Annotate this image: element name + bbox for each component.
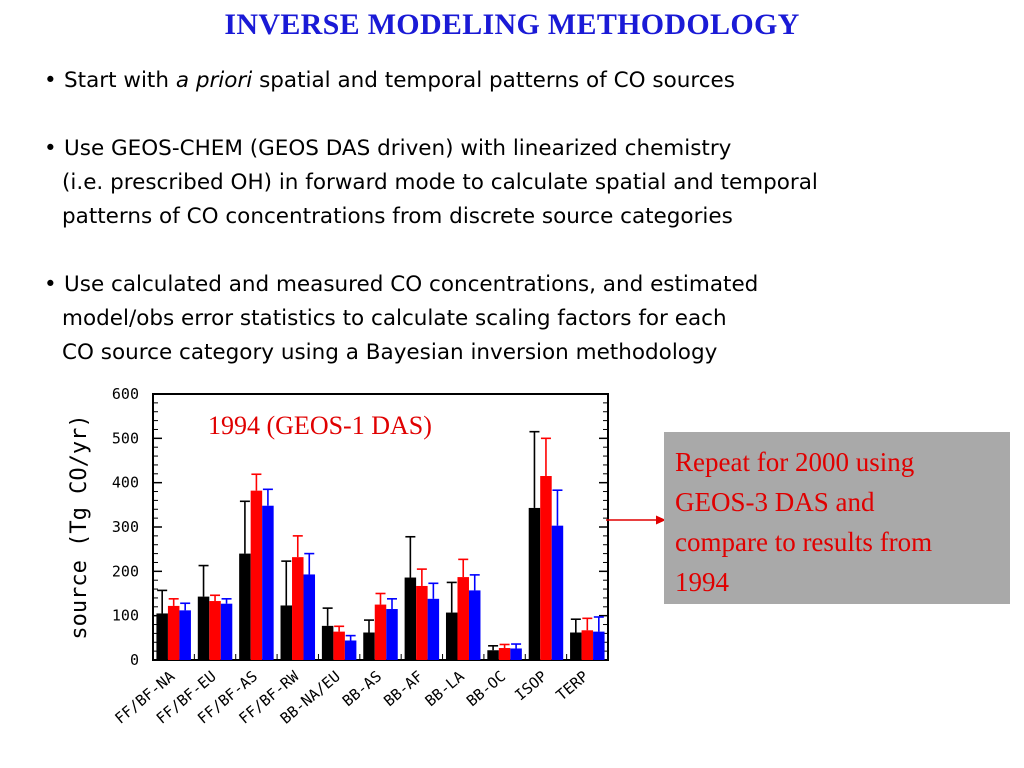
bar — [570, 632, 582, 660]
bar — [593, 631, 605, 660]
bullet-3-line-1: • Use calculated and measured CO concentr… — [44, 268, 758, 302]
bar — [220, 603, 233, 660]
y-tick-label: 200 — [112, 562, 139, 580]
bullet-item-3: • Use calculated and measured CO concentr… — [44, 268, 758, 370]
x-tick-label: ISOP — [511, 667, 550, 704]
x-tick-label: BB-AS — [339, 667, 385, 710]
y-tick-label: 500 — [112, 429, 139, 447]
bar — [416, 585, 428, 660]
bullet-2-line-1: • Use GEOS-CHEM (GEOS DAS driven) with li… — [44, 132, 818, 166]
bullet-1-text-post: spatial and temporal patterns of CO sour… — [252, 68, 735, 93]
x-tick-label: TERP — [553, 667, 592, 704]
bar — [468, 590, 481, 660]
repeat-line-4: 1994 — [675, 567, 729, 597]
bullet-symbol: • — [44, 136, 57, 161]
bullet-1-line-1: • Start with a priori spatial and tempora… — [44, 64, 735, 98]
bullet-3-line-2: model/obs error statistics to calculate … — [62, 306, 727, 331]
bar — [156, 613, 168, 660]
bar — [510, 648, 522, 660]
y-tick-label: 300 — [112, 518, 139, 536]
bar — [344, 640, 357, 660]
bar — [386, 609, 398, 660]
bullet-symbol: • — [44, 68, 57, 93]
bullet-item-2: • Use GEOS-CHEM (GEOS DAS driven) with li… — [44, 132, 818, 234]
x-tick-label: BB-LA — [422, 667, 468, 710]
bar — [374, 604, 387, 660]
bar — [363, 632, 375, 660]
bar — [333, 631, 345, 660]
slide-title: INVERSE MODELING METHODOLOGY — [224, 8, 800, 41]
bar — [179, 610, 191, 660]
bar — [167, 605, 180, 660]
co-source-bar-chart: 0 100 200 300 400 500 600 source (Tg CO/yr) 1994… — [60, 376, 620, 764]
bar — [209, 601, 221, 660]
bar — [321, 625, 334, 660]
bullet-item-1: • Start with a priori spatial and tempora… — [44, 64, 735, 98]
y-tick-label: 100 — [112, 607, 139, 625]
bar — [404, 577, 417, 660]
y-tick-label: 600 — [112, 385, 139, 403]
bar — [487, 650, 499, 660]
bar — [262, 505, 274, 660]
bullet-2-line-3: patterns of CO concentrations from discr… — [62, 204, 733, 229]
bar — [528, 507, 541, 660]
x-tick-label: BB-AF — [380, 667, 426, 710]
bullet-1-text-italic: a priori — [175, 68, 253, 93]
repeat-line-2: GEOS-3 DAS and — [675, 487, 875, 517]
bar — [303, 574, 316, 660]
bullet-symbol: • — [44, 272, 57, 297]
repeat-callout-box: Repeat for 2000 using GEOS-3 DAS and com… — [664, 432, 1010, 604]
bullet-3-text-1: Use calculated and measured CO concentra… — [64, 272, 759, 297]
bar — [197, 596, 210, 660]
y-axis-label: source (Tg CO/yr) — [67, 414, 92, 639]
bar — [427, 598, 440, 660]
bar — [457, 577, 469, 660]
bar — [498, 648, 511, 660]
chart-annotation: 1994 (GEOS-1 DAS) — [208, 411, 432, 440]
bar — [540, 476, 552, 660]
bar — [292, 557, 304, 660]
bar — [239, 553, 251, 660]
bar — [551, 525, 564, 660]
repeat-line-3: compare to results from — [675, 527, 933, 557]
bullet-3-line-3: CO source category using a Bayesian inve… — [62, 340, 718, 365]
repeat-line-1: Repeat for 2000 using — [675, 447, 915, 477]
bullet-2-line-2: (i.e. prescribed OH) in forward mode to … — [62, 170, 818, 195]
bar — [445, 612, 458, 660]
bar — [581, 630, 594, 660]
x-tick-label: BB-OC — [463, 667, 509, 710]
arrow-icon — [606, 515, 666, 525]
bar — [250, 490, 263, 660]
chart-svg: 0 100 200 300 400 500 600 source (Tg CO/yr) 1994… — [67, 385, 609, 728]
y-tick-label: 0 — [130, 651, 139, 669]
bullet-1-text-pre: Start with — [64, 68, 176, 93]
y-tick-label: 400 — [112, 474, 139, 492]
bar — [280, 605, 293, 660]
bullet-2-text-1: Use GEOS-CHEM (GEOS DAS driven) with lin… — [64, 136, 732, 161]
